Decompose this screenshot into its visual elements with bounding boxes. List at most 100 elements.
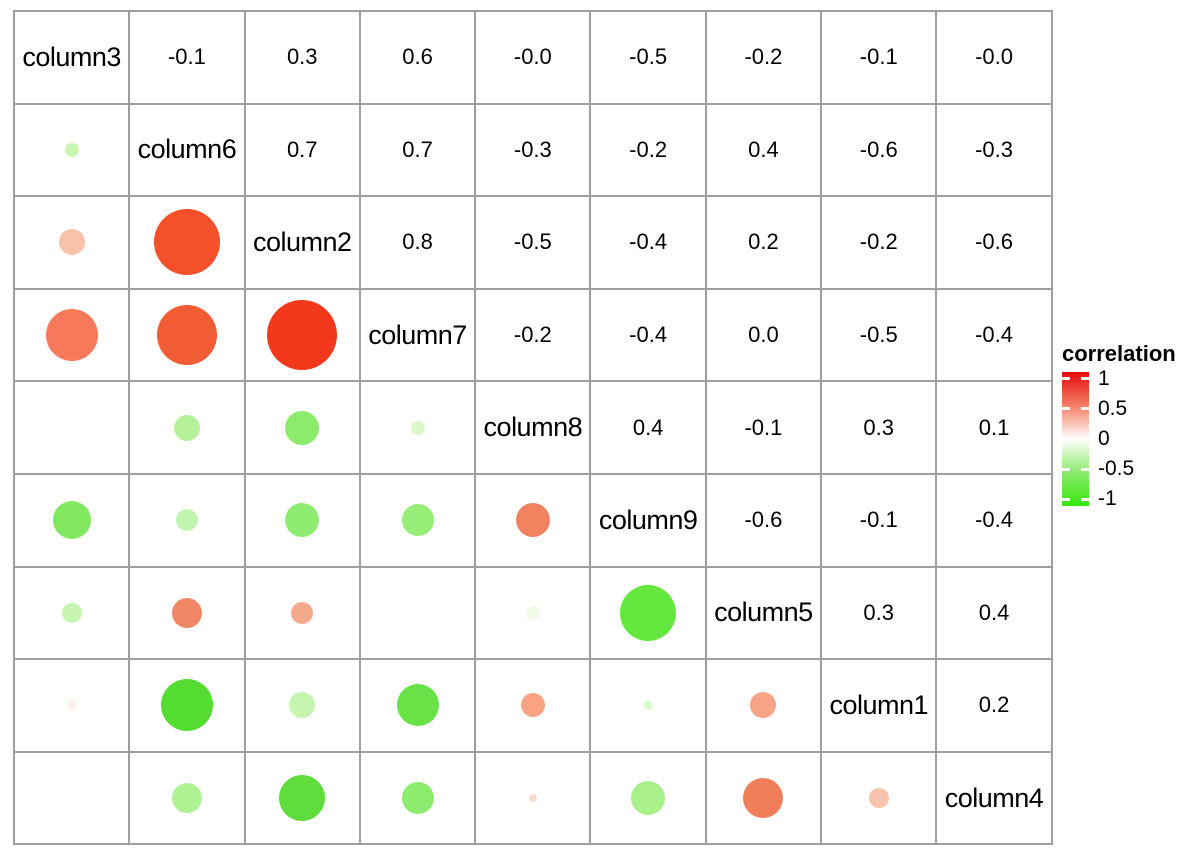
correlation-value: -0.1 (859, 44, 898, 70)
matrix-cell (245, 660, 361, 753)
correlation-circle (279, 775, 326, 822)
matrix-cell (476, 567, 592, 661)
correlation-circle (267, 300, 338, 371)
correlation-value: -0.6 (975, 229, 1013, 255)
correlation-circle (64, 142, 79, 157)
correlation-value: 0.7 (286, 136, 318, 162)
correlation-value: -0.4 (975, 322, 1013, 348)
matrix-cell: 0.0 (706, 289, 823, 383)
matrix-cell: -0.1 (822, 12, 938, 105)
correlation-circle (401, 504, 434, 537)
matrix-cell: -0.5 (591, 12, 707, 105)
correlation-value: 0.2 (748, 229, 779, 255)
matrix-cell: column3 (15, 12, 131, 105)
matrix-cell (360, 567, 477, 661)
correlation-circle (520, 693, 545, 718)
matrix-cell: 0.3 (822, 567, 938, 661)
correlation-value: 0.4 (978, 599, 1010, 625)
matrix-cell (130, 660, 246, 753)
matrix-cell: 0.1 (937, 382, 1053, 475)
matrix-cell (15, 660, 131, 753)
correlation-circle (173, 414, 200, 441)
correlation-value: -0.4 (629, 229, 668, 255)
correlation-circle (396, 684, 439, 727)
legend-tick-label: -1 (1098, 487, 1117, 511)
diagonal-label: column4 (944, 782, 1044, 813)
matrix-cell (130, 752, 246, 846)
correlation-circle (401, 782, 434, 815)
matrix-cell (245, 752, 361, 846)
legend-tick-mark (1081, 437, 1089, 441)
matrix-cell (15, 474, 131, 568)
matrix-cell: 0.8 (360, 197, 477, 290)
legend-tick-mark (1081, 407, 1089, 411)
matrix-cell (476, 660, 592, 753)
correlation-value: -0.1 (167, 44, 206, 70)
matrix-cell (130, 567, 246, 661)
correlation-value: -0.2 (859, 229, 898, 255)
matrix-cell: -0.5 (476, 197, 592, 290)
correlation-circle (66, 700, 77, 711)
matrix-cell: 0.7 (245, 104, 361, 198)
matrix-cell (245, 289, 361, 383)
correlation-circle (525, 605, 540, 620)
matrix-cell (360, 752, 477, 846)
legend-tick-mark (1062, 467, 1070, 471)
correlation-circle (61, 602, 82, 623)
legend-tick-mark (1081, 377, 1089, 381)
correlation-value: 0.6 (402, 44, 433, 70)
matrix-cell (245, 567, 361, 661)
correlation-circle (45, 309, 98, 362)
matrix-cell (15, 752, 131, 846)
matrix-cell: column2 (245, 197, 361, 290)
matrix-cell (360, 382, 477, 475)
matrix-cell: -0.1 (706, 382, 823, 475)
correlation-value: -0.5 (629, 44, 668, 70)
legend-tick-label: 0 (1098, 427, 1110, 450)
correlation-circle (743, 778, 784, 819)
correlation-circle (171, 597, 202, 628)
correlation-circle (156, 305, 217, 366)
matrix-cell: column6 (130, 104, 246, 198)
matrix-cell: -0.0 (476, 12, 592, 105)
matrix-cell: -0.4 (937, 474, 1053, 568)
correlation-value: 0.3 (286, 44, 318, 70)
correlation-circle (631, 781, 666, 816)
matrix-cell: -0.6 (822, 104, 938, 198)
correlation-circle (643, 700, 654, 711)
correlation-value: 0.3 (863, 599, 895, 625)
matrix-cell (15, 289, 131, 383)
matrix-cell: column4 (937, 752, 1053, 846)
matrix-cell (591, 752, 707, 846)
matrix-cell: -0.3 (476, 104, 592, 198)
correlation-value: 0.3 (863, 414, 895, 440)
correlation-circle (175, 509, 198, 532)
matrix-cell (15, 197, 131, 290)
correlation-circle (285, 503, 320, 538)
legend-tick-mark (1062, 497, 1070, 501)
diagonal-label: column6 (137, 134, 237, 165)
matrix-cell (591, 567, 707, 661)
diagonal-label: column8 (483, 412, 583, 443)
matrix-cell: -0.4 (591, 289, 707, 383)
matrix-cell: 0.3 (822, 382, 938, 475)
matrix-cell: 0.2 (937, 660, 1053, 753)
matrix-cell: -0.2 (822, 197, 938, 290)
matrix-cell (245, 382, 361, 475)
correlation-value: -0.3 (513, 136, 552, 162)
correlation-circle (160, 679, 213, 732)
matrix-cell (822, 752, 938, 846)
matrix-cell: 0.2 (706, 197, 823, 290)
matrix-cell: column7 (360, 289, 477, 383)
matrix-cell (476, 752, 592, 846)
matrix-cell: 0.4 (591, 382, 707, 475)
matrix-cell: -0.4 (591, 197, 707, 290)
correlation-circle (289, 692, 316, 719)
matrix-cell: -0.2 (591, 104, 707, 198)
matrix-cell: 0.4 (937, 567, 1053, 661)
correlation-value: 0.8 (402, 229, 433, 255)
correlation-value: -0.1 (744, 414, 783, 440)
correlation-value: -0.6 (744, 507, 783, 533)
correlation-circle (750, 692, 777, 719)
